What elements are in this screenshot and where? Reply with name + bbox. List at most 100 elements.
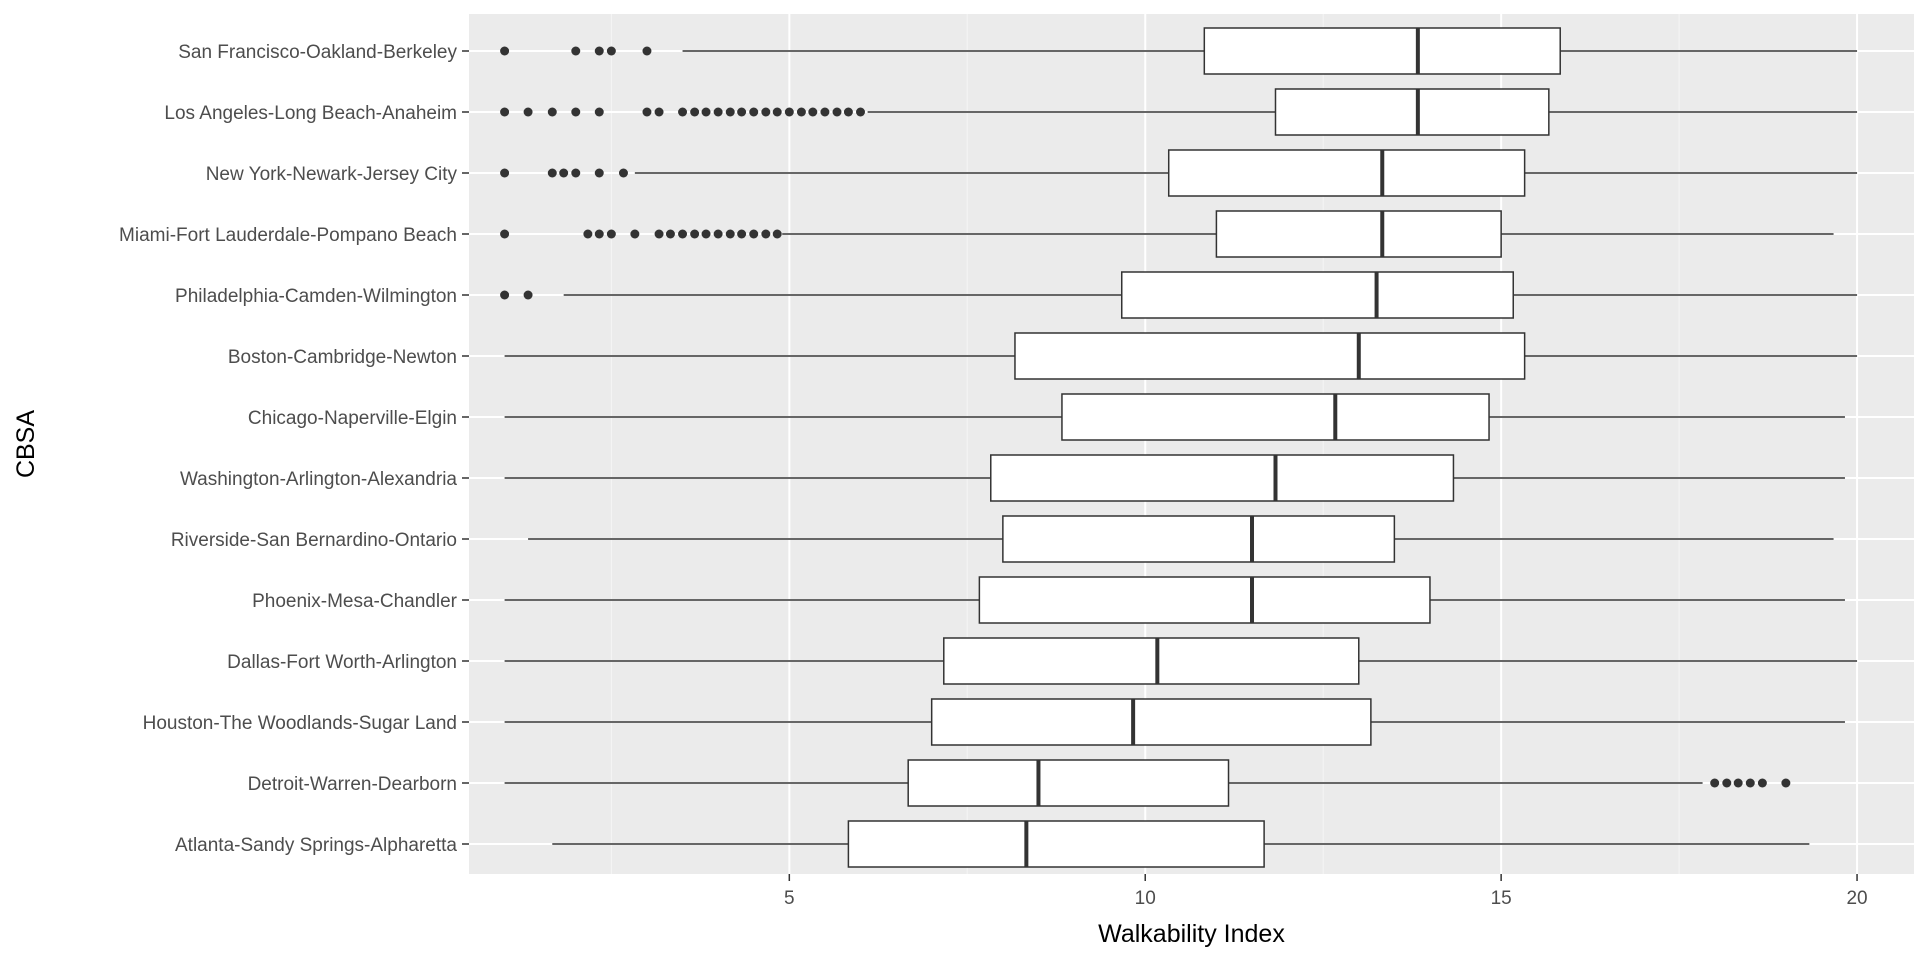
outlier-point (500, 168, 510, 178)
outlier-point (678, 229, 688, 239)
y-tick-label: Atlanta-Sandy Springs-Alpharetta (175, 835, 457, 856)
box-series-13 (504, 759, 1791, 807)
box-series-7 (504, 393, 1845, 441)
box-series-1 (500, 27, 1858, 75)
outlier-point (594, 229, 604, 239)
box (1014, 332, 1526, 380)
outlier-point (713, 229, 723, 239)
box (1061, 393, 1490, 441)
box (1120, 271, 1514, 319)
outlier-point (737, 107, 747, 117)
y-axis: San Francisco-Oakland-Berkeley Los Angele… (119, 42, 469, 856)
y-tick-label: Houston-The Woodlands-Sugar Land (143, 713, 457, 734)
outlier-point (547, 107, 557, 117)
outlier-point (761, 107, 771, 117)
outlier-point (737, 229, 747, 239)
outlier-point (1745, 778, 1755, 788)
y-tick-label: New York-Newark-Jersey City (206, 164, 458, 185)
outlier-point (583, 229, 593, 239)
outlier-point (630, 229, 640, 239)
outlier-point (725, 229, 735, 239)
box-series-11 (504, 637, 1858, 685)
box (1002, 515, 1396, 563)
outlier-point (594, 46, 604, 56)
outlier-point (772, 229, 782, 239)
x-tick-label: 10 (1135, 888, 1156, 909)
outlier-point (761, 229, 771, 239)
outlier-point (701, 107, 711, 117)
x-axis-title: Walkability Index (1098, 920, 1285, 948)
boxes (500, 27, 1858, 868)
box (990, 454, 1455, 502)
box (907, 759, 1230, 807)
outlier-point (571, 168, 581, 178)
x-axis: 5 10 15 20 (784, 874, 1868, 909)
outlier-point (523, 290, 533, 300)
y-tick-label: Chicago-Naperville-Elgin (248, 408, 457, 429)
box-series-5 (500, 271, 1858, 319)
outlier-point (713, 107, 723, 117)
box-series-2 (500, 88, 1858, 136)
outlier-point (784, 107, 794, 117)
y-tick-label: Detroit-Warren-Dearborn (248, 774, 457, 795)
box-series-4 (500, 210, 1834, 258)
outlier-point (843, 107, 853, 117)
outlier-point (571, 107, 581, 117)
outlier-point (678, 107, 688, 117)
outlier-point (523, 107, 533, 117)
outlier-point (725, 107, 735, 117)
outlier-point (594, 168, 604, 178)
outlier-point (808, 107, 818, 117)
x-tick-label: 5 (784, 888, 795, 909)
outlier-point (559, 168, 569, 178)
box-series-12 (504, 698, 1845, 746)
box-series-3 (500, 149, 1858, 197)
box (930, 698, 1372, 746)
outlier-point (642, 107, 652, 117)
y-axis-title: CBSA (12, 410, 40, 478)
y-tick-label: Miami-Fort Lauderdale-Pompano Beach (119, 225, 457, 246)
outlier-point (820, 107, 830, 117)
outlier-point (606, 229, 616, 239)
outlier-point (618, 168, 628, 178)
box (1274, 88, 1550, 136)
outlier-point (571, 46, 581, 56)
outlier-point (547, 168, 557, 178)
y-tick-label: Phoenix-Mesa-Chandler (252, 591, 458, 612)
outlier-point (665, 229, 675, 239)
outlier-point (1710, 778, 1720, 788)
outlier-point (701, 229, 711, 239)
box (978, 576, 1431, 624)
box (1215, 210, 1502, 258)
box (1203, 27, 1561, 75)
outlier-point (594, 107, 604, 117)
outlier-point (856, 107, 866, 117)
outlier-point (749, 107, 759, 117)
box (943, 637, 1360, 685)
box-series-14 (552, 820, 1810, 868)
outlier-point (1757, 778, 1767, 788)
outlier-point (654, 107, 664, 117)
outlier-point (654, 229, 664, 239)
x-tick-label: 20 (1846, 888, 1867, 909)
outlier-point (690, 229, 700, 239)
outlier-point (642, 46, 652, 56)
box (1167, 149, 1526, 197)
outlier-point (749, 229, 759, 239)
box (847, 820, 1265, 868)
x-tick-label: 15 (1491, 888, 1512, 909)
outlier-point (1781, 778, 1791, 788)
y-tick-label: Boston-Cambridge-Newton (228, 347, 457, 368)
y-tick-label: Riverside-San Bernardino-Ontario (171, 530, 457, 551)
y-tick-label: Dallas-Fort Worth-Arlington (227, 652, 457, 673)
box-series-8 (504, 454, 1845, 502)
outlier-point (500, 46, 510, 56)
outlier-point (690, 107, 700, 117)
outlier-point (1733, 778, 1743, 788)
outlier-point (500, 290, 510, 300)
box-series-9 (528, 515, 1834, 563)
outlier-point (606, 46, 616, 56)
outlier-point (500, 229, 510, 239)
outlier-point (1722, 778, 1732, 788)
